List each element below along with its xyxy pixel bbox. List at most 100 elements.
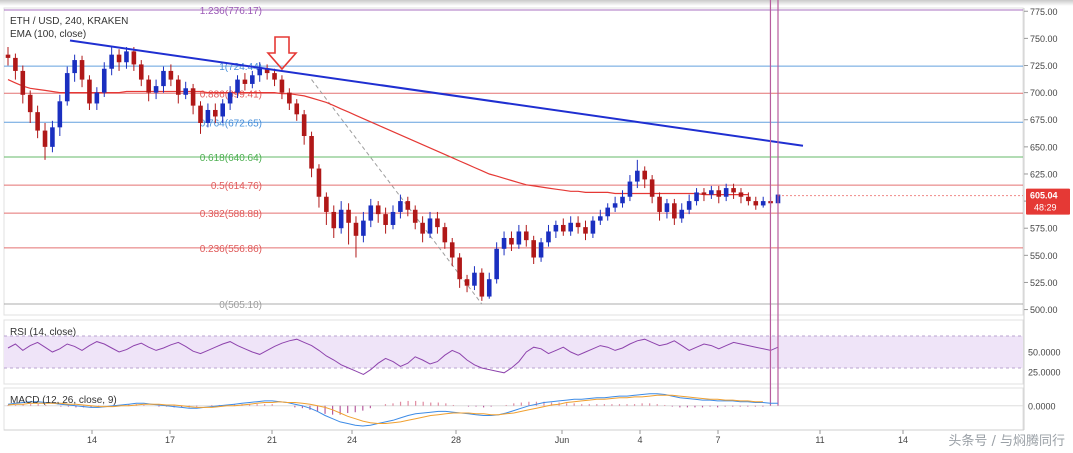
price-tick-label: 725.00: [1030, 61, 1058, 71]
candle-body: [257, 68, 263, 76]
candle-body: [353, 222, 359, 236]
time-tick-label: 14: [87, 435, 97, 445]
rsi-line: [7, 338, 779, 375]
candle-body: [87, 79, 92, 104]
candle-body: [612, 203, 618, 208]
candle-body: [72, 60, 77, 74]
candle-body: [686, 201, 692, 210]
candle-body: [746, 196, 751, 202]
candle-body: [250, 75, 255, 84]
candle-body: [346, 209, 351, 223]
time-tick-label: 17: [165, 435, 175, 445]
time-tick-label: 14: [898, 435, 908, 445]
fib-level-label: 0.618(640.64): [200, 153, 262, 164]
candle-body: [694, 192, 699, 202]
candle-body: [672, 203, 677, 219]
candle-body: [449, 242, 455, 258]
fib-level-label: 0.236(556.86): [200, 244, 262, 255]
candle-body: [642, 170, 648, 180]
candle-body: [501, 237, 507, 249]
candle-body: [205, 109, 211, 123]
candle-body: [94, 92, 100, 104]
watermark: 头条号 / 与焖腾同行: [948, 434, 1065, 449]
fib-level-label: 0.764(672.65): [200, 118, 262, 129]
candle-body: [235, 79, 240, 93]
candle-body: [383, 214, 388, 225]
candle-body: [57, 101, 63, 128]
fib-level-label: 0.382(588.88): [200, 209, 262, 220]
candle-body: [183, 88, 188, 95]
candle-body: [716, 190, 722, 197]
time-tick-label: 21: [267, 435, 277, 445]
macd-signal-line: [7, 394, 763, 424]
candle-body: [368, 205, 374, 221]
candle-body: [153, 86, 159, 93]
candle-body: [627, 181, 633, 197]
price-panel: [3, 7, 1024, 316]
top-edge: [0, 0, 1073, 6]
candle-body: [294, 103, 300, 115]
candle-body: [316, 168, 322, 197]
candle-body: [531, 240, 536, 258]
candle-body: [79, 60, 85, 80]
time-tick-label: 7: [715, 435, 720, 445]
candle-body: [220, 103, 226, 117]
down-arrow-icon: [266, 36, 298, 71]
candle-body: [738, 192, 744, 197]
candle-body: [598, 216, 603, 221]
candle-body: [242, 79, 248, 84]
candle-body: [398, 201, 403, 212]
price-badge-value: 605.04: [1030, 191, 1058, 201]
candle-body: [309, 136, 314, 169]
candle-body: [109, 54, 114, 69]
fib-level-label: 0(505.10): [219, 300, 262, 311]
time-tick-label: 28: [451, 435, 461, 445]
price-tick-label: 700.00: [1030, 88, 1058, 98]
fib-swing-line: [311, 79, 483, 305]
candle-body: [35, 112, 40, 131]
fib-level-label: 1(724.44): [219, 62, 262, 73]
candle-body: [198, 105, 203, 123]
macd-line: [7, 393, 778, 427]
candle-body: [213, 109, 218, 117]
candle-body: [5, 54, 11, 58]
fib-level-label: 0.5(614.76): [211, 181, 262, 192]
candle-body: [435, 218, 440, 228]
candle-body: [620, 196, 625, 204]
candle-body: [760, 201, 766, 206]
candle-body: [361, 220, 366, 236]
candle-body: [20, 70, 26, 95]
time-tick-label: 4: [637, 435, 642, 445]
candle-body: [486, 279, 492, 297]
candle-body: [116, 54, 122, 63]
candle-body: [272, 73, 277, 80]
candle-body: [635, 170, 640, 182]
price-tick-label: 675.00: [1030, 115, 1058, 125]
candle-body: [420, 222, 425, 234]
candle-body: [64, 73, 70, 102]
candle-body: [731, 188, 736, 193]
candle-body: [168, 70, 174, 80]
symbol-title: ETH / USD, 240, KRAKEN: [10, 16, 129, 27]
candle-body: [331, 211, 337, 229]
candle-body: [723, 188, 729, 197]
macd-tick-label: 0.0000: [1028, 401, 1056, 411]
candle-body: [301, 114, 307, 137]
rsi-tick-label: 50.0000: [1028, 348, 1061, 358]
candle-body: [664, 203, 670, 212]
candle-body: [264, 68, 270, 74]
candle-body: [427, 218, 433, 234]
candle-body: [227, 92, 233, 104]
candle-body: [190, 88, 196, 106]
candle-body: [42, 130, 48, 147]
candle-body: [494, 248, 499, 280]
candle-body: [338, 209, 344, 229]
trend-line: [69, 39, 804, 147]
price-badge: [1026, 188, 1070, 215]
candle-body: [324, 196, 329, 212]
candle-body: [124, 51, 129, 63]
candle-body: [509, 237, 514, 245]
candle-body: [649, 179, 655, 197]
